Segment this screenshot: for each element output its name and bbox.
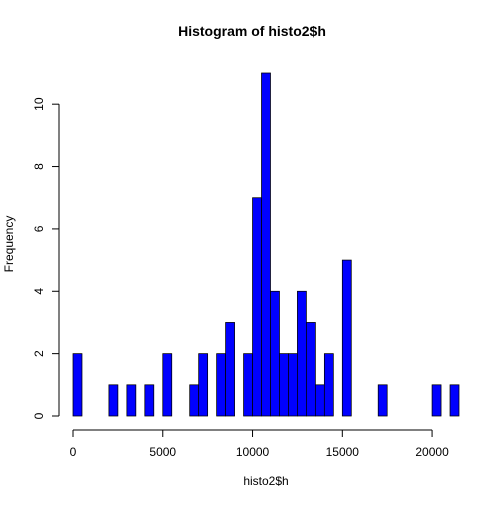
bars-group [72, 72, 460, 417]
y-axis: 0 2 4 6 8 10 [32, 97, 60, 419]
x-tick-label: 5000 [149, 445, 176, 459]
x-axis-label: histo2$h [243, 474, 288, 488]
y-tick-label: 0 [32, 412, 46, 419]
histogram-bar-13500-14000 [314, 384, 325, 417]
y-tick-label: 10 [32, 97, 46, 111]
histogram-bar-12000-12500 [288, 353, 298, 417]
x-tick-label: 20000 [415, 445, 449, 459]
histogram-bar-15000-15500 [341, 259, 352, 417]
histogram-bar-8500-9000 [225, 322, 235, 417]
histogram-bar-11000-11500 [270, 290, 280, 417]
histogram-bar-11500-12000 [279, 353, 289, 417]
histogram-bar-21000-21500 [449, 384, 460, 417]
y-axis-label: Frequency [2, 216, 16, 273]
histogram-bar-17000-17500 [377, 384, 388, 417]
y-tick-label: 8 [32, 163, 46, 170]
chart-title: Histogram of histo2$h [178, 23, 326, 39]
histogram-bar-12500-13000 [297, 290, 307, 417]
histogram-bar-10500-11000 [261, 72, 271, 417]
y-tick-label: 4 [32, 288, 46, 295]
histogram-bar-10000-10500 [252, 197, 262, 417]
x-tick-label: 15000 [326, 445, 360, 459]
histogram-bar-8000-8500 [216, 353, 226, 417]
histogram-bar-0-500 [72, 353, 83, 417]
histogram-bar-2000-2500 [108, 384, 119, 417]
histogram-bar-5000-5500 [162, 353, 173, 417]
histogram-bar-6500-7000 [189, 384, 200, 417]
histogram-bar-20000-20500 [431, 384, 442, 417]
x-axis: 0 5000 10000 15000 20000 [70, 429, 449, 459]
y-tick-label: 6 [32, 225, 46, 232]
histogram-bar-9500-10000 [243, 353, 253, 417]
x-tick-label: 10000 [236, 445, 270, 459]
histogram-bar-3000-3500 [126, 384, 137, 417]
x-tick-label: 0 [70, 445, 77, 459]
histogram-bar-4000-4500 [144, 384, 155, 417]
y-tick-label: 2 [32, 350, 46, 357]
histogram-bar-7000-7500 [198, 353, 209, 417]
histogram-bar-14000-14500 [323, 353, 334, 417]
histogram-bar-13000-13500 [306, 322, 316, 417]
